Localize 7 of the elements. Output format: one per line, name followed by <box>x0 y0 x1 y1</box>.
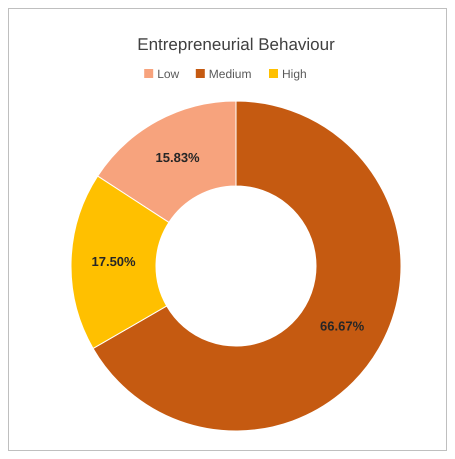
legend-label: Medium <box>208 67 252 81</box>
data-label: 66.67% <box>320 318 365 334</box>
chart-title: Entrepreneurial Behaviour <box>137 35 336 54</box>
legend-label: High <box>282 67 307 81</box>
data-label: 17.50% <box>91 254 136 270</box>
data-label: 15.83% <box>156 150 200 165</box>
legend-label: Low <box>157 67 180 81</box>
